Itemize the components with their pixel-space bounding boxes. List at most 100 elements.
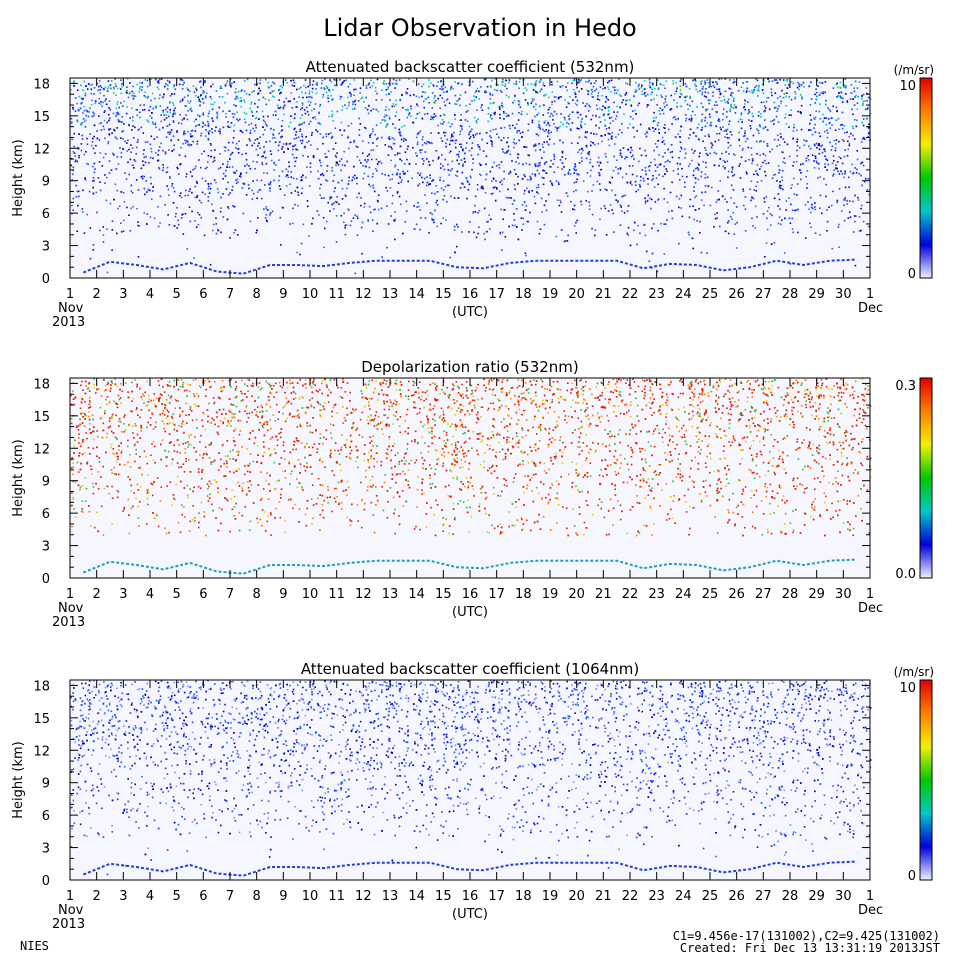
speckle bbox=[191, 210, 193, 213]
speckle bbox=[618, 78, 620, 81]
speckle bbox=[706, 108, 709, 111]
speckle bbox=[705, 108, 707, 111]
speckle bbox=[433, 116, 435, 118]
speckle bbox=[227, 121, 229, 123]
speckle bbox=[591, 96, 594, 98]
speckle bbox=[71, 138, 73, 141]
speckle bbox=[633, 221, 636, 224]
speckle bbox=[182, 83, 184, 86]
speckle bbox=[115, 115, 117, 117]
speckle bbox=[436, 85, 438, 87]
speckle bbox=[573, 167, 575, 170]
speckle bbox=[746, 89, 748, 92]
speckle bbox=[135, 108, 138, 111]
speckle bbox=[597, 142, 599, 145]
speckle bbox=[239, 173, 242, 176]
speckle bbox=[363, 172, 366, 175]
speckle bbox=[418, 96, 420, 98]
speckle bbox=[509, 127, 511, 130]
speckle bbox=[387, 174, 390, 177]
speckle bbox=[208, 112, 210, 115]
speckle bbox=[158, 82, 160, 84]
speckle bbox=[411, 177, 413, 179]
speckle bbox=[678, 198, 681, 200]
speckle bbox=[692, 152, 695, 154]
speckle bbox=[127, 96, 130, 99]
speckle bbox=[168, 115, 170, 118]
speckle bbox=[759, 154, 761, 156]
speckle bbox=[319, 194, 321, 196]
speckle bbox=[365, 84, 368, 87]
speckle bbox=[227, 160, 229, 163]
speckle bbox=[208, 192, 211, 194]
speckle bbox=[331, 203, 333, 206]
speckle bbox=[207, 115, 209, 118]
speckle bbox=[590, 82, 592, 85]
speckle bbox=[747, 112, 750, 115]
speckle bbox=[621, 210, 623, 213]
speckle bbox=[259, 147, 261, 149]
speckle bbox=[445, 91, 447, 93]
speckle bbox=[525, 89, 528, 91]
speckle bbox=[612, 86, 614, 89]
speckle bbox=[176, 207, 178, 209]
speckle bbox=[856, 150, 859, 152]
speckle bbox=[152, 107, 155, 110]
speckle bbox=[380, 136, 383, 139]
speckle bbox=[96, 130, 98, 132]
speckle bbox=[80, 97, 83, 100]
speckle bbox=[778, 169, 781, 171]
speckle bbox=[309, 95, 312, 98]
speckle bbox=[679, 129, 682, 132]
speckle bbox=[327, 97, 329, 99]
speckle bbox=[278, 88, 281, 91]
speckle bbox=[256, 106, 259, 108]
speckle bbox=[343, 80, 346, 82]
speckle bbox=[159, 195, 162, 198]
speckle bbox=[499, 90, 502, 92]
speckle bbox=[105, 98, 107, 101]
speckle bbox=[517, 156, 519, 159]
speckle bbox=[183, 96, 186, 99]
speckle bbox=[586, 172, 589, 174]
speckle bbox=[203, 91, 205, 93]
speckle bbox=[111, 249, 113, 251]
speckle bbox=[357, 146, 359, 148]
speckle bbox=[121, 121, 123, 123]
speckle bbox=[203, 234, 206, 237]
speckle bbox=[351, 179, 353, 182]
speckle bbox=[348, 101, 350, 104]
speckle bbox=[212, 83, 214, 86]
speckle bbox=[319, 103, 322, 106]
speckle bbox=[74, 110, 77, 112]
speckle bbox=[398, 175, 401, 178]
speckle bbox=[567, 172, 570, 175]
speckle bbox=[140, 176, 143, 178]
speckle bbox=[296, 88, 298, 91]
speckle bbox=[89, 84, 92, 87]
speckle bbox=[656, 146, 658, 148]
speckle bbox=[591, 88, 593, 91]
speckle bbox=[147, 95, 150, 98]
speckle bbox=[612, 120, 614, 122]
speckle bbox=[759, 140, 761, 143]
speckle bbox=[797, 231, 799, 234]
speckle bbox=[580, 125, 582, 127]
speckle bbox=[701, 113, 704, 116]
speckle bbox=[388, 82, 390, 85]
speckle bbox=[485, 178, 487, 181]
speckle bbox=[765, 100, 768, 103]
speckle bbox=[257, 93, 259, 95]
speckle bbox=[701, 88, 704, 90]
speckle bbox=[800, 112, 802, 114]
speckle bbox=[249, 167, 252, 170]
speckle bbox=[788, 126, 790, 129]
speckle bbox=[199, 95, 202, 98]
speckle bbox=[406, 148, 409, 150]
speckle bbox=[90, 144, 93, 147]
speckle bbox=[355, 88, 357, 91]
speckle bbox=[769, 213, 772, 215]
speckle bbox=[285, 143, 288, 146]
speckle bbox=[80, 143, 83, 145]
speckle bbox=[513, 99, 516, 102]
